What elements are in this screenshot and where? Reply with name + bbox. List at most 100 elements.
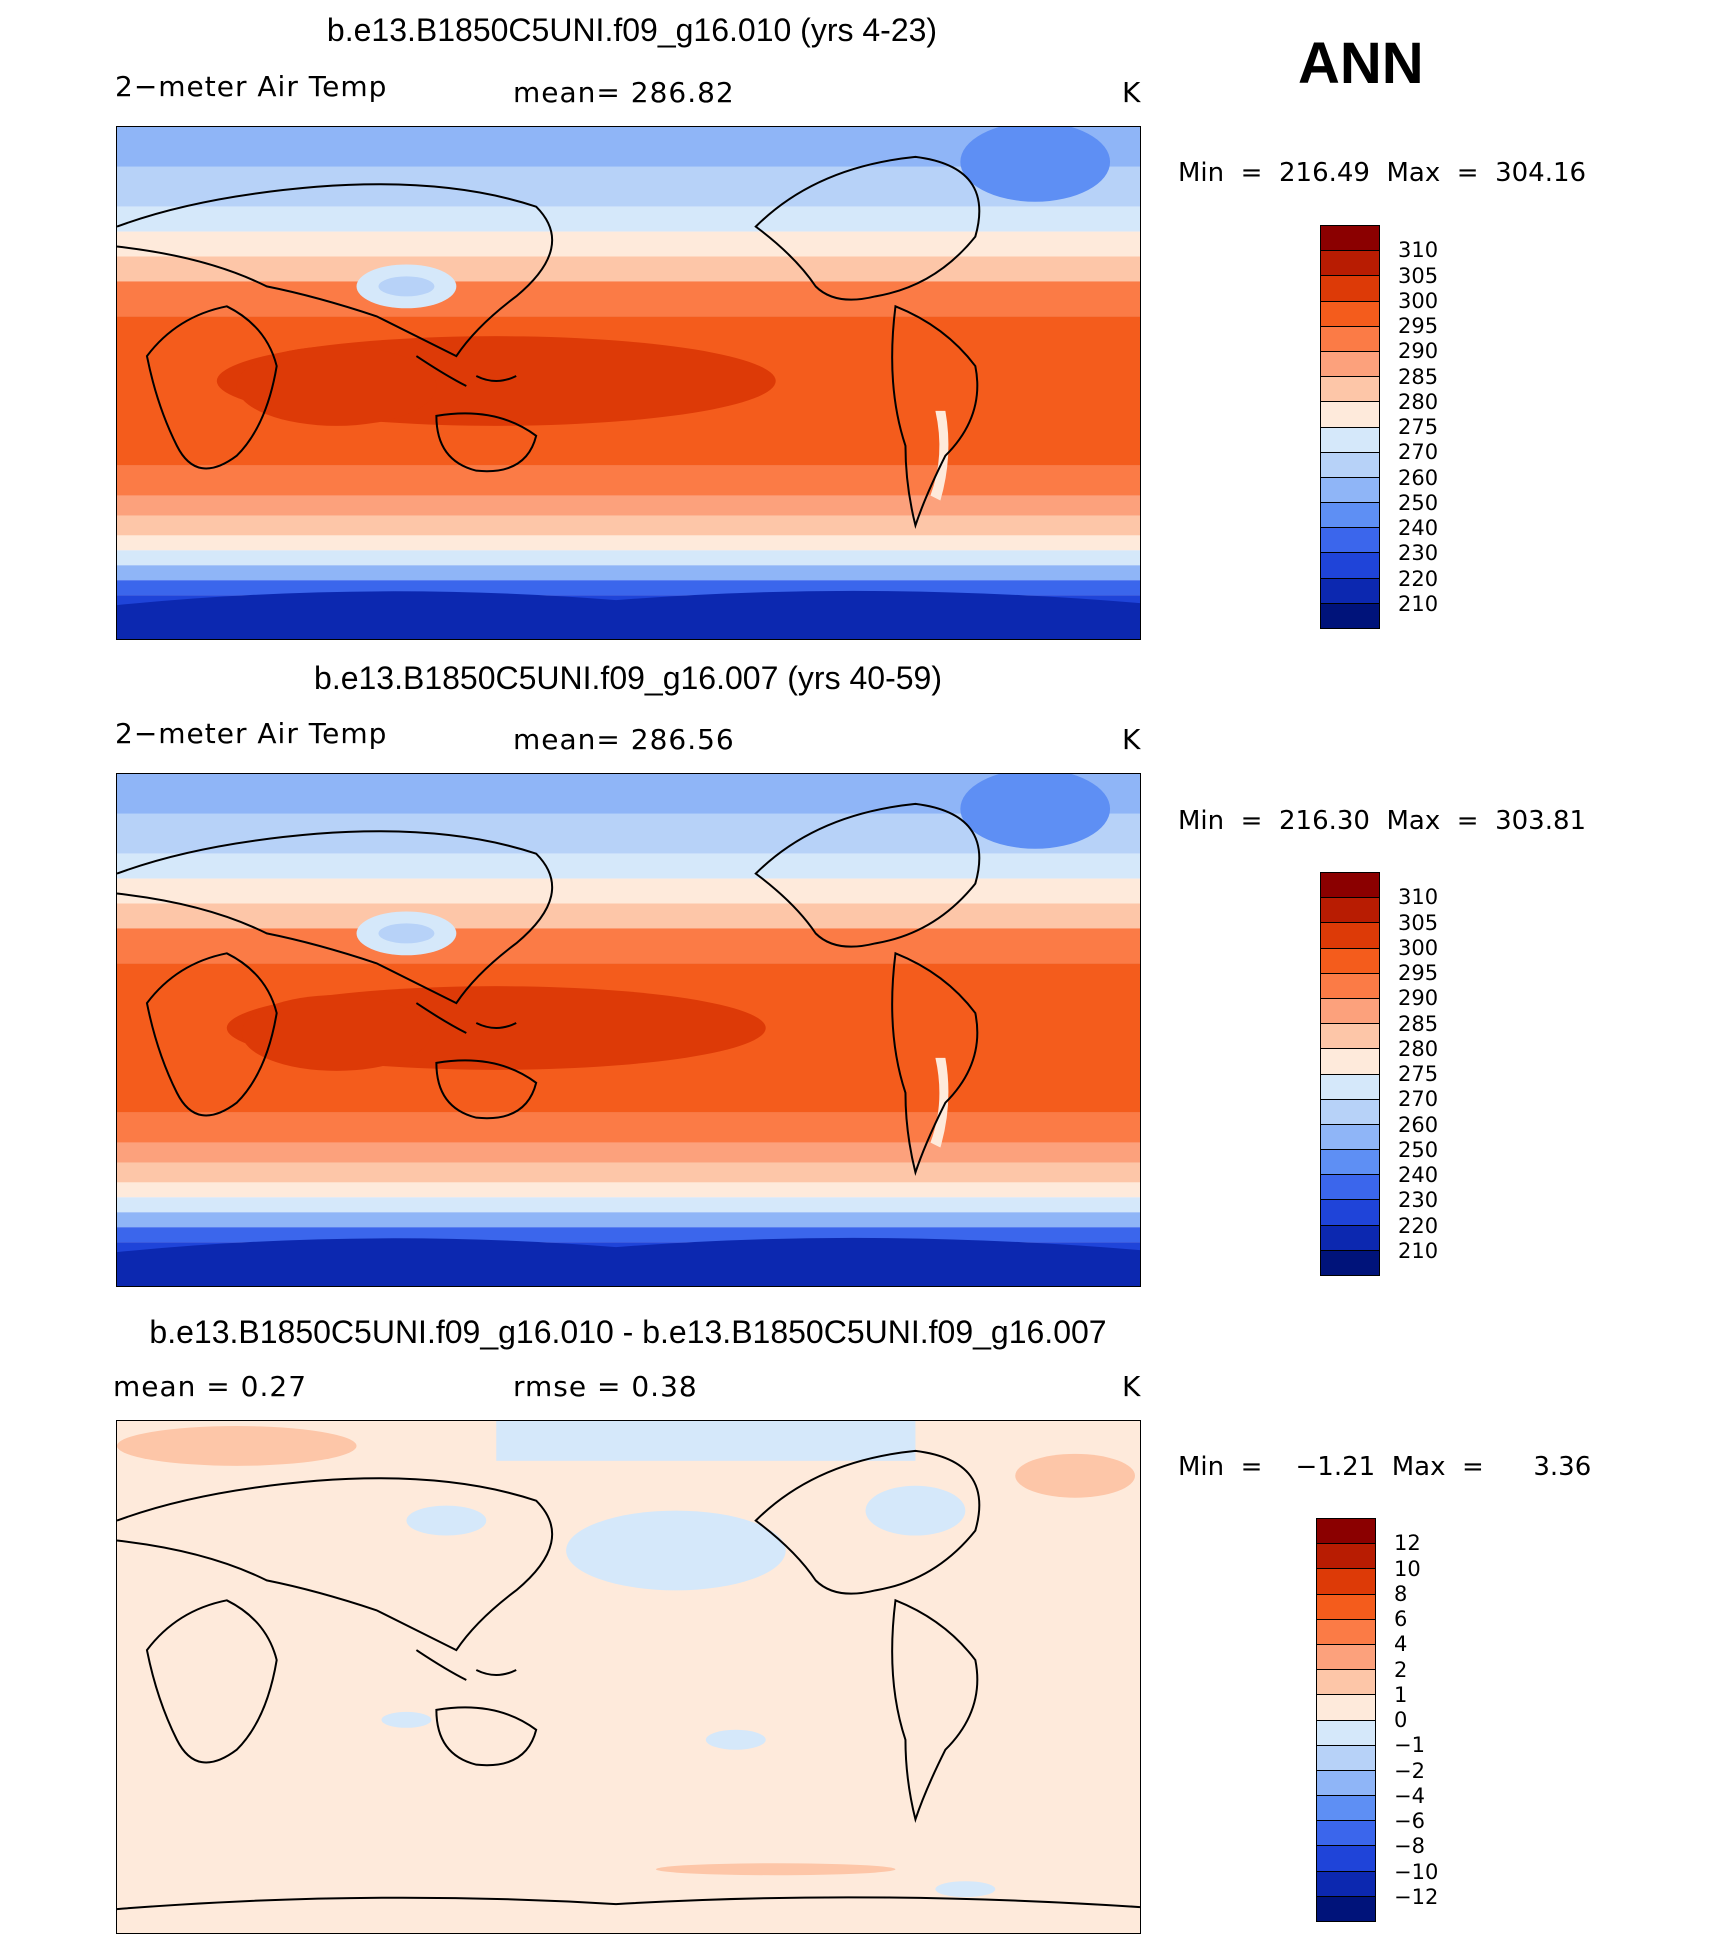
colorbar-swatch <box>1321 351 1379 378</box>
colorbar-tick-label: 300 <box>1398 288 1439 313</box>
colorbar-swatch <box>1317 1670 1375 1696</box>
colorbar-tick-label: 230 <box>1398 1188 1439 1213</box>
season-label: ANN <box>1298 31 1424 96</box>
colorbar-tick-label: 280 <box>1398 1036 1439 1061</box>
colorbar-tick-label: 210 <box>1398 1238 1439 1263</box>
colorbar-swatch <box>1317 1619 1375 1645</box>
panel3-difference-field <box>117 1421 1140 1933</box>
colorbar-swatch <box>1321 1074 1379 1100</box>
colorbar-tick-label: 1 <box>1394 1682 1408 1707</box>
colorbar-tick-label: 6 <box>1394 1607 1408 1631</box>
colorbar-tick-label: 8 <box>1394 1581 1408 1606</box>
colorbar-swatch <box>1317 1695 1375 1721</box>
panel1-title: b.e13.B1850C5UNI.f09_g16.010 (yrs 4-23) <box>326 12 938 48</box>
colorbar-swatch <box>1321 998 1379 1025</box>
colorbar-tick-label: 240 <box>1398 1163 1439 1187</box>
colorbar-swatch <box>1317 1544 1375 1570</box>
colorbar-swatch <box>1321 402 1379 428</box>
colorbar-tick-label: 295 <box>1398 961 1439 985</box>
panel3-map <box>116 1420 1141 1934</box>
panel1-units: K <box>1122 76 1142 109</box>
colorbar-tick-label: −12 <box>1394 1884 1439 1909</box>
colorbar-tick-label: −8 <box>1394 1834 1425 1859</box>
colorbar-tick-label: 275 <box>1398 415 1439 439</box>
colorbar-tick-label: 250 <box>1398 490 1439 515</box>
panel3-units: K <box>1122 1370 1142 1403</box>
colorbar-tick-label: 280 <box>1398 389 1439 414</box>
colorbar-swatch <box>1321 973 1379 999</box>
colorbar-tick-label: 260 <box>1398 465 1439 490</box>
colorbar-swatch <box>1321 873 1379 899</box>
colorbar-tick-label: 310 <box>1398 885 1439 910</box>
colorbar-tick-label: 220 <box>1398 1213 1439 1238</box>
colorbar-tick-label: 230 <box>1398 541 1439 566</box>
panel3-title: b.e13.B1850C5UNI.f09_g16.010 - b.e13.B18… <box>149 1314 1107 1350</box>
colorbar-swatch <box>1317 1871 1375 1897</box>
colorbar-tick-label: 295 <box>1398 314 1439 338</box>
colorbar-tick-label: 270 <box>1398 440 1439 465</box>
panel1-temperature-field <box>117 127 1140 639</box>
colorbar-tick-label: 220 <box>1398 566 1439 591</box>
colorbar-swatch <box>1321 503 1379 529</box>
panel3-minmax: Min = −1.21 Max = 3.36 <box>1178 1452 1592 1482</box>
colorbar-tick-label: −2 <box>1394 1758 1425 1783</box>
colorbar-swatch <box>1321 1124 1379 1151</box>
colorbar-swatch <box>1321 226 1379 252</box>
panel1-mean: mean= 286.82 <box>513 76 735 109</box>
panel3-colorbar-ticks: 12 10 8 6 4 2 1 0 −1 −2 −4 −6 −8 −10 −12 <box>1394 1518 1474 1922</box>
colorbar-tick-label: −6 <box>1394 1809 1425 1833</box>
panel1-minmax: Min = 216.49 Max = 304.16 <box>1178 158 1587 188</box>
colorbar-swatch <box>1317 1519 1375 1545</box>
panel2-title: b.e13.B1850C5UNI.f09_g16.007 (yrs 40-59) <box>314 660 942 696</box>
colorbar-swatch <box>1321 251 1379 277</box>
colorbar-tick-label: 260 <box>1398 1112 1439 1137</box>
colorbar-swatch <box>1317 1846 1375 1872</box>
colorbar-swatch <box>1317 1745 1375 1771</box>
colorbar-tick-label: 0 <box>1394 1708 1408 1732</box>
panel2-colorbar-ticks: 310 305 300 295 290 285 280 275 270 260 250 240 230 2… <box>1398 872 1478 1276</box>
colorbar-swatch <box>1321 1250 1379 1275</box>
colorbar-tick-label: 305 <box>1398 263 1439 288</box>
colorbar-swatch <box>1317 1770 1375 1797</box>
colorbar-swatch <box>1321 578 1379 604</box>
colorbar-swatch <box>1317 1896 1375 1921</box>
colorbar-tick-label: −1 <box>1394 1733 1425 1758</box>
panel1-colorbar-ticks: 310 305 300 295 290 285 280 275 270 260 250 240 230 2… <box>1398 225 1478 629</box>
colorbar-tick-label: 275 <box>1398 1062 1439 1086</box>
colorbar-swatch <box>1317 1569 1375 1595</box>
colorbar-tick-label: 10 <box>1394 1556 1421 1581</box>
colorbar-swatch <box>1321 1049 1379 1075</box>
colorbar-swatch <box>1321 603 1379 628</box>
colorbar-tick-label: 270 <box>1398 1087 1439 1112</box>
colorbar-swatch <box>1321 1150 1379 1176</box>
colorbar-tick-label: 305 <box>1398 910 1439 935</box>
colorbar-tick-label: 290 <box>1398 986 1439 1011</box>
panel2-temperature-field <box>117 774 1140 1286</box>
colorbar-tick-label: 210 <box>1398 591 1439 616</box>
colorbar-swatch <box>1321 452 1379 478</box>
colorbar-tick-label: 285 <box>1398 1011 1439 1036</box>
colorbar-swatch <box>1321 326 1379 352</box>
colorbar-swatch <box>1317 1796 1375 1822</box>
panel3-mean: mean = 0.27 <box>113 1370 308 1403</box>
colorbar-swatch <box>1321 923 1379 949</box>
colorbar-tick-label: 4 <box>1394 1632 1408 1657</box>
colorbar-tick-label: 285 <box>1398 364 1439 389</box>
colorbar-tick-label: 12 <box>1394 1531 1421 1556</box>
colorbar-swatch <box>1321 1099 1379 1125</box>
panel2-units: K <box>1122 723 1142 756</box>
colorbar-swatch <box>1321 553 1379 579</box>
panel3-colorbar <box>1316 1518 1376 1922</box>
colorbar-swatch <box>1317 1594 1375 1620</box>
colorbar-swatch <box>1317 1720 1375 1746</box>
panel2-mean: mean= 286.56 <box>513 723 735 756</box>
panel2-map <box>116 773 1141 1287</box>
colorbar-tick-label: 300 <box>1398 935 1439 960</box>
colorbar-swatch <box>1321 377 1379 403</box>
panel3-rmse: rmse = 0.38 <box>513 1370 698 1403</box>
colorbar-swatch <box>1321 1200 1379 1226</box>
colorbar-swatch <box>1321 528 1379 554</box>
panel1-map <box>116 126 1141 640</box>
colorbar-swatch <box>1321 1024 1379 1050</box>
colorbar-swatch <box>1321 276 1379 302</box>
